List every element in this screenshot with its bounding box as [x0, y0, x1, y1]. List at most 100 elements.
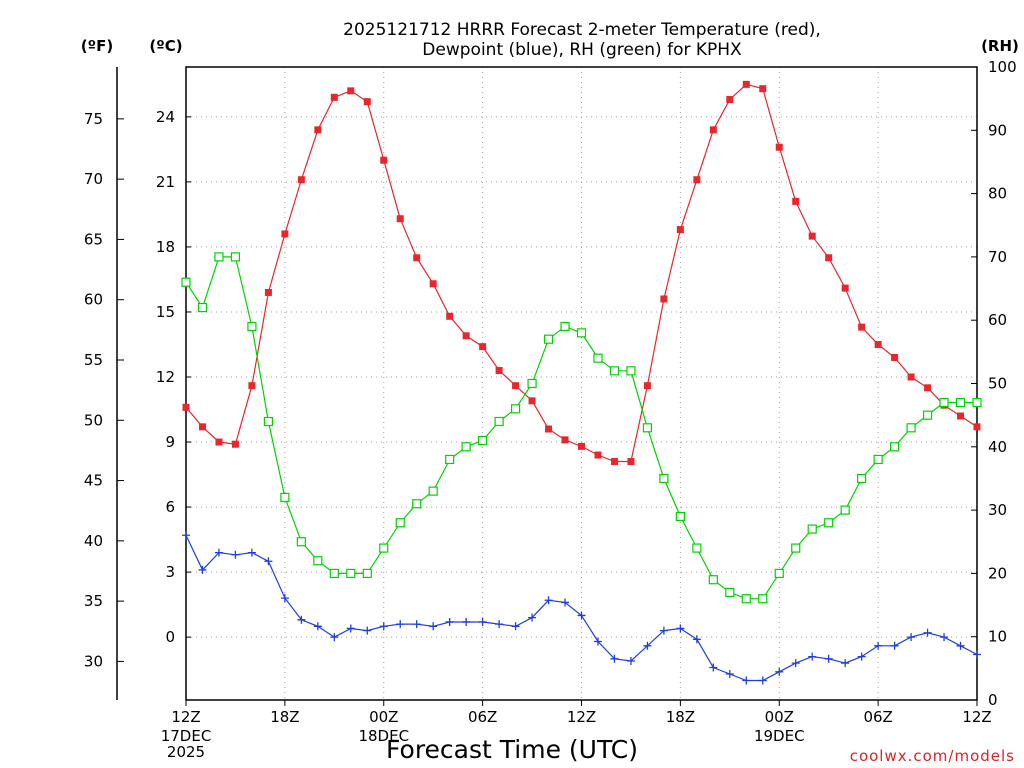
2-meter-temperature-point — [808, 232, 816, 240]
dewpoint-point — [445, 617, 454, 626]
2-meter-temperature-point — [363, 98, 371, 106]
fahrenheit-tick-label: 75 — [84, 110, 103, 128]
dewpoint-point — [775, 667, 784, 676]
rh-point — [741, 594, 751, 604]
2-meter-temperature-point — [231, 440, 239, 448]
dewpoint-point — [626, 656, 635, 665]
fahrenheit-tick-label: 70 — [84, 170, 103, 188]
dewpoint-point — [857, 652, 866, 661]
dewpoint-point — [725, 669, 734, 678]
chart-title-line2: Dewpoint (blue), RH (green) for KPHX — [422, 40, 742, 60]
rh-point — [791, 543, 801, 553]
axis-ticks: 12Z 18Z 00Z 06Z 12Z 18Z 00Z 06Z 12Z17DEC202518DE… — [84, 58, 1017, 761]
dewpoint-point — [643, 641, 652, 650]
dewpoint-point — [528, 613, 537, 622]
dewpoint-point — [396, 620, 405, 629]
dewpoint-point — [231, 550, 240, 559]
chart-title-line1: 2025121712 HRRR Forecast 2-meter Tempera… — [343, 20, 821, 40]
dewpoint-point — [379, 622, 388, 631]
rh-point — [510, 404, 521, 414]
rh-unit-label: (RH) — [981, 37, 1019, 55]
x-tick-label: 06Z — [863, 708, 892, 726]
x-tick-label: 06Z — [468, 708, 497, 726]
rh-tick-label: 40 — [988, 438, 1007, 456]
rh-point — [329, 568, 339, 579]
x-tick-label: 12Z — [962, 708, 991, 726]
2-meter-temperature-point — [627, 458, 635, 466]
rh-tick-label: 100 — [988, 58, 1017, 76]
2-meter-temperature-point — [907, 373, 915, 381]
celsius-tick-label: 12 — [156, 368, 175, 386]
rh-point — [890, 442, 900, 452]
2-meter-temperature-point — [726, 96, 734, 104]
dewpoint-point — [758, 676, 767, 685]
2-meter-temperature-point — [709, 126, 717, 134]
fahrenheit-tick-label: 55 — [84, 351, 103, 369]
rh-point — [494, 416, 504, 427]
dewpoint-point — [676, 624, 685, 633]
rh-tick-label: 80 — [988, 185, 1007, 203]
2-meter-temperature-point — [891, 353, 899, 361]
grid-lines — [186, 67, 977, 700]
dewpoint-point — [973, 650, 981, 659]
dewpoint-point — [577, 611, 586, 620]
celsius-tick-label: 21 — [156, 173, 175, 191]
2-meter-temperature-point — [347, 87, 355, 95]
2-meter-temperature-point — [380, 156, 388, 164]
rh-tick-label: 0 — [988, 691, 998, 709]
2-meter-temperature-point — [281, 230, 289, 238]
rh-point — [428, 486, 438, 496]
rh-tick-label: 70 — [988, 248, 1007, 266]
rh-point — [955, 397, 966, 408]
2-meter-temperature-point — [693, 176, 701, 184]
2-meter-temperature-point — [330, 93, 338, 101]
2-meter-temperature-point — [198, 423, 206, 431]
dewpoint-point — [561, 598, 570, 607]
rh-point — [692, 543, 702, 553]
dewpoint-point — [593, 637, 602, 646]
2-meter-temperature-point — [742, 80, 750, 88]
plot-frame — [185, 66, 978, 701]
celsius-tick-label: 3 — [165, 563, 175, 581]
rh-point — [642, 423, 653, 433]
fahrenheit-tick-label: 60 — [84, 291, 103, 309]
2-meter-temperature-point — [297, 176, 305, 184]
rh-point — [346, 568, 356, 579]
rh-point — [214, 252, 224, 262]
rh-point — [527, 378, 537, 389]
fahrenheit-unit-label: (ºF) — [81, 37, 113, 55]
rh-point — [560, 321, 570, 332]
celsius-unit-label: (ºC) — [149, 37, 182, 55]
rh-point — [708, 575, 718, 585]
2-meter-temperature-point — [643, 382, 651, 390]
2-meter-temperature-point — [676, 226, 684, 234]
2-meter-temperature-point — [858, 323, 866, 331]
dewpoint-point — [874, 641, 883, 650]
fahrenheit-tick-label: 50 — [84, 411, 103, 429]
rh-point — [774, 568, 784, 579]
rh-point — [972, 397, 982, 408]
dewpoint-point — [198, 565, 207, 574]
dewpoint-point — [742, 676, 751, 685]
dewpoint-point — [511, 622, 520, 631]
dewpoint-point — [297, 615, 306, 624]
2-meter-temperature-point — [775, 143, 783, 151]
x-tick-label: 18Z — [666, 708, 695, 726]
x-axis-label: Forecast Time (UTC) — [386, 735, 638, 764]
rh-point — [181, 277, 191, 287]
dewpoint-point — [313, 622, 322, 631]
2-meter-temperature-point — [973, 423, 981, 431]
rh-point — [445, 454, 455, 465]
celsius-tick-label: 24 — [156, 108, 175, 126]
dewpoint-point — [841, 659, 850, 668]
dewpoint-point — [264, 557, 273, 566]
rh-point — [296, 537, 306, 547]
2-meter-temperature-point — [594, 451, 602, 459]
rh-point — [247, 321, 257, 332]
rh-point — [675, 511, 685, 522]
rh-point — [362, 568, 372, 579]
rh-point — [807, 524, 817, 534]
dewpoint-point — [940, 633, 949, 642]
dewpoint-point — [346, 624, 355, 633]
rh-point — [873, 454, 883, 465]
